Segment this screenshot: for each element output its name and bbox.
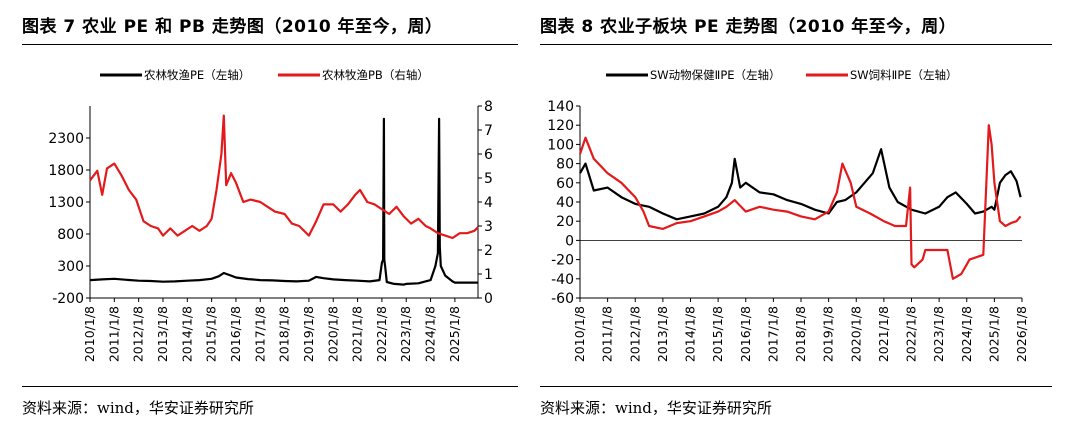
x-tick-label: 2012/1/8 — [131, 306, 146, 362]
y-left-tick-label: 1800 — [48, 163, 84, 179]
left-chart-title: 图表 7 农业 PE 和 PB 走势图（2010 年至今，周） — [22, 17, 443, 37]
x-tick-label: 2016/1/8 — [738, 306, 753, 362]
left-chart-svg: -200 300 800 1300 1800 2300 0 1 2 3 4 5 6 7 8 2010/1/8 2… — [48, 68, 493, 362]
left-title-rule — [22, 44, 518, 45]
x-tick-label: 2019/1/8 — [821, 306, 836, 362]
y-right-tick-label: 1 — [484, 267, 493, 283]
y-right-tick-label: 7 — [484, 123, 493, 139]
x-tick-label: 2018/1/8 — [277, 306, 292, 362]
y-left-tick-label: 140 — [547, 99, 574, 115]
y-left-tick-label: -40 — [551, 272, 574, 288]
right-chart-panel: 图表 8 农业子板块 PE 走势图（2010 年至今，周） -60 -40 -20 0… — [540, 0, 1080, 434]
x-tick-label: 2014/1/8 — [683, 306, 698, 362]
x-tick-label: 2020/1/8 — [848, 306, 863, 362]
y-right-tick-label: 8 — [484, 99, 493, 115]
x-tick-label: 2013/1/8 — [155, 306, 170, 362]
legend-label: SW饲料ⅡPE（左轴） — [850, 68, 958, 82]
x-tick-label: 2022/1/8 — [374, 306, 389, 362]
y-left-tick-label: 20 — [556, 214, 574, 230]
x-tick-label: 2010/1/8 — [82, 306, 97, 362]
x-tick-label: 2020/1/8 — [325, 306, 340, 362]
series-line-2 — [578, 124, 1022, 280]
x-tick-label: 2023/1/8 — [398, 306, 413, 362]
y-right-tick-label: 0 — [484, 291, 493, 307]
y-left-tick-label: 300 — [57, 259, 84, 275]
y-left-tick-label: 1300 — [48, 195, 84, 211]
y-left-tick-label: -200 — [52, 291, 84, 307]
x-tick-label: 2011/1/8 — [106, 306, 121, 362]
legend-label: 农林牧渔PB（右轴） — [322, 68, 429, 82]
x-tick-label: 2010/1/8 — [572, 306, 587, 362]
legend-label: 农林牧渔PE（左轴） — [144, 68, 250, 82]
x-tick-label: 2015/1/8 — [204, 306, 219, 362]
y-left-tick-label: 100 — [547, 137, 574, 153]
y-left-tick-label: 80 — [556, 157, 574, 173]
y-left-tick-label: -60 — [551, 291, 574, 307]
right-source-text: 资料来源：wind，华安证券研究所 — [540, 399, 772, 417]
right-title-rule — [540, 44, 1052, 45]
x-tick-label: 2024/1/8 — [423, 306, 438, 362]
x-tick-label: 2021/1/8 — [876, 306, 891, 362]
left-chart-panel: 图表 7 农业 PE 和 PB 走势图（2010 年至今，周） -200 300 8… — [22, 17, 518, 417]
series-line-2 — [89, 114, 479, 240]
x-tick-label: 2012/1/8 — [627, 306, 642, 362]
y-right-tick-label: 6 — [484, 147, 493, 163]
x-tick-label: 2011/1/8 — [600, 306, 615, 362]
x-tick-label: 2024/1/8 — [959, 306, 974, 362]
y-left-tick-label: 2300 — [48, 131, 84, 147]
y-right-tick-label: 4 — [484, 195, 493, 211]
right-chart-title: 图表 8 农业子板块 PE 走势图（2010 年至今，周） — [540, 17, 957, 37]
right-source-rule — [540, 386, 1052, 387]
y-left-tick-label: 120 — [547, 118, 574, 134]
series-line-1 — [89, 117, 478, 286]
x-tick-label: 2025/1/8 — [986, 306, 1001, 362]
x-tick-label: 2021/1/8 — [350, 306, 365, 362]
x-tick-label: 2022/1/8 — [904, 306, 919, 362]
x-tick-label: 2025/1/8 — [447, 306, 462, 362]
left-source-text: 资料来源：wind，华安证券研究所 — [22, 399, 254, 417]
x-tick-label: 2014/1/8 — [179, 306, 194, 362]
x-tick-label: 2013/1/8 — [655, 306, 670, 362]
y-left-tick-label: 800 — [57, 227, 84, 243]
y-left-tick-label: 40 — [556, 195, 574, 211]
x-tick-label: 2026/1/8 — [1014, 306, 1029, 362]
left-source-rule — [22, 386, 518, 387]
y-right-tick-label: 2 — [484, 243, 493, 259]
y-left-tick-label: -20 — [551, 253, 574, 269]
right-chart-svg: -60 -40 -20 0 20 40 60 80 100 120 140 2010/1/8 2011/… — [547, 68, 1029, 362]
x-tick-label: 2017/1/8 — [252, 306, 267, 362]
x-tick-label: 2023/1/8 — [931, 306, 946, 362]
y-right-tick-label: 3 — [484, 219, 493, 235]
y-left-tick-label: 60 — [556, 176, 574, 192]
y-right-tick-label: 5 — [484, 171, 493, 187]
x-tick-label: 2016/1/8 — [228, 306, 243, 362]
y-left-tick-label: 0 — [565, 233, 574, 249]
x-tick-label: 2019/1/8 — [301, 306, 316, 362]
x-tick-label: 2017/1/8 — [765, 306, 780, 362]
x-tick-label: 2015/1/8 — [710, 306, 725, 362]
series-line-1 — [579, 148, 1022, 221]
x-tick-label: 2018/1/8 — [793, 306, 808, 362]
legend-label: SW动物保健ⅡPE（左轴） — [650, 68, 781, 82]
